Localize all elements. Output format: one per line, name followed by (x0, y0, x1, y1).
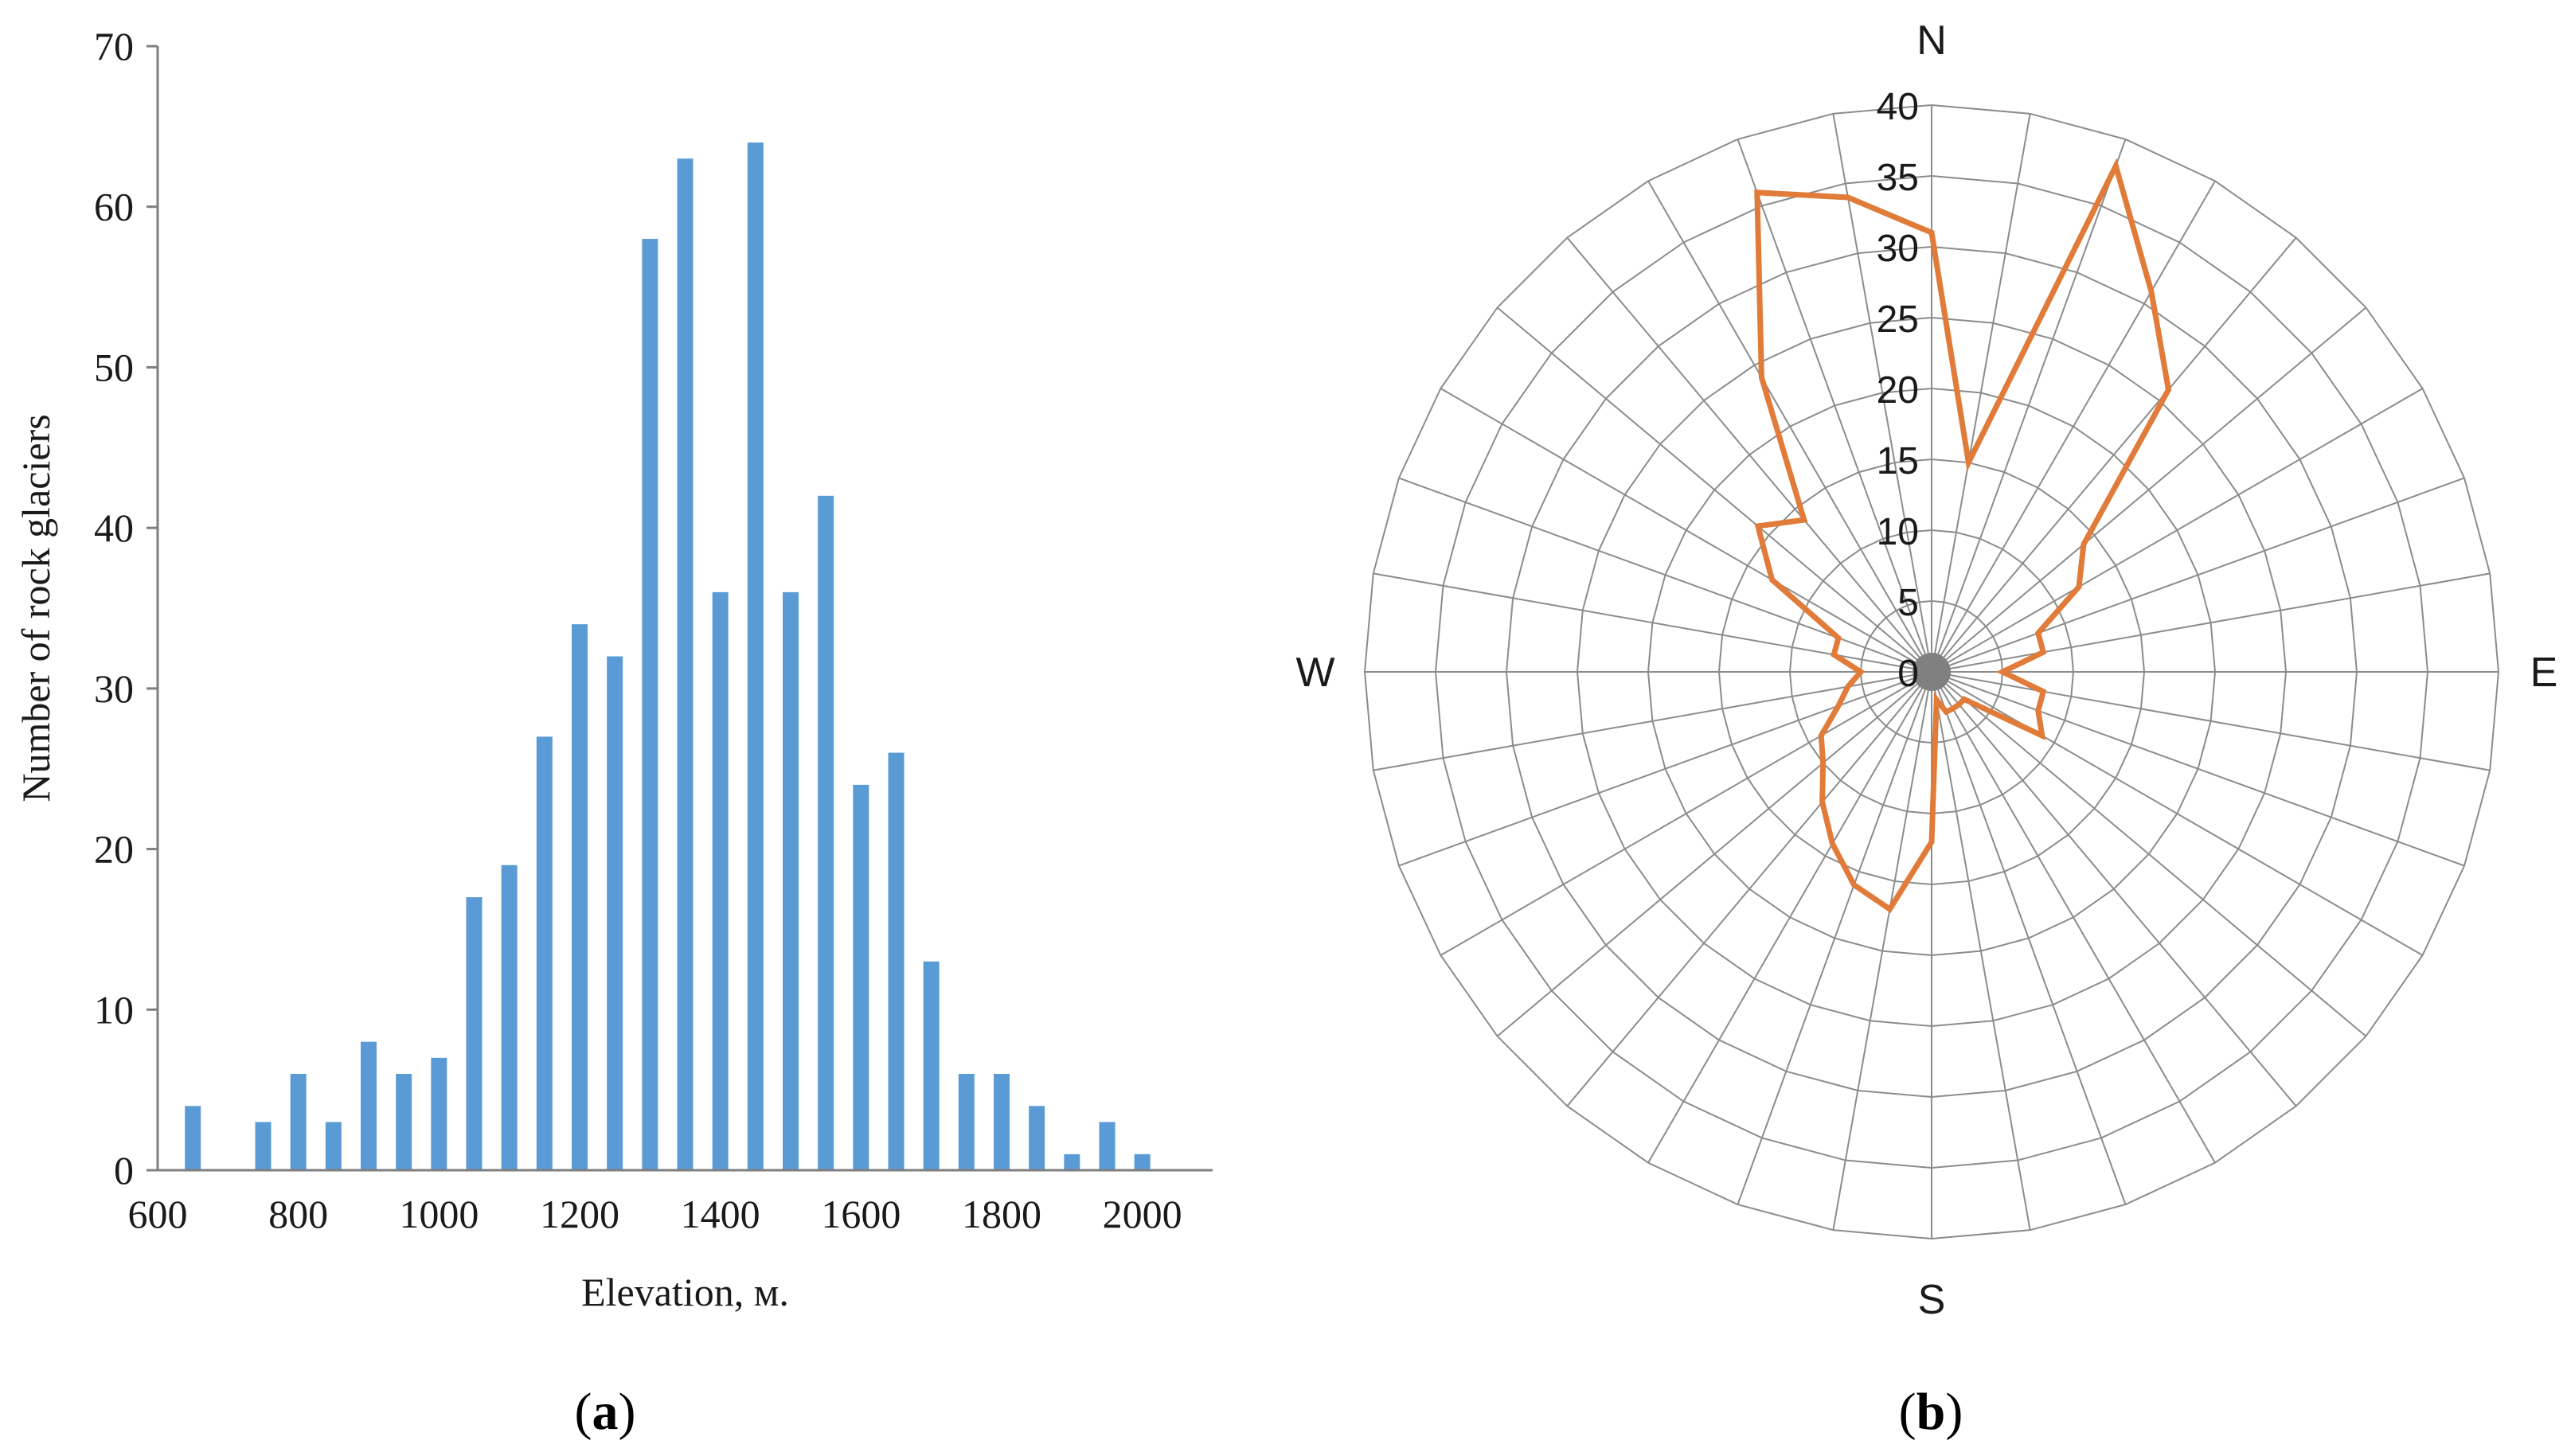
radial-tick-label: 20 (1877, 369, 1919, 412)
bar (747, 142, 764, 1170)
elevation-histogram: 0 10 20 30 40 50 60 70 600 800 1000 1200 1400 1600 18… (14, 24, 1213, 1314)
bar (1134, 1153, 1151, 1170)
x-tick-label: 800 (268, 1192, 328, 1236)
bar (712, 591, 729, 1170)
bar (572, 624, 588, 1170)
x-tick-label: 1400 (681, 1192, 760, 1236)
ring (1505, 245, 2358, 1099)
bar (325, 1122, 342, 1170)
direction-label-west: W (1295, 650, 1334, 696)
x-axis-title: Elevation, м. (581, 1270, 789, 1314)
bar (290, 1073, 307, 1170)
bar-series (185, 142, 1151, 1171)
bar (994, 1073, 1010, 1170)
bar (255, 1122, 272, 1170)
bar (431, 1057, 447, 1170)
panel-label-a: (a) (575, 1383, 636, 1441)
ring (1363, 103, 2500, 1240)
bar (888, 752, 905, 1170)
bar (536, 736, 553, 1170)
direction-label-east: E (2530, 650, 2558, 696)
y-tick-label: 50 (94, 345, 134, 389)
bar (677, 158, 694, 1171)
panel-letter-b: b (1916, 1383, 1946, 1441)
x-tick-label: 1600 (821, 1192, 901, 1236)
bar (361, 1041, 377, 1170)
bar (783, 591, 799, 1170)
x-tick-label: 1800 (962, 1192, 1041, 1236)
y-tick-label: 60 (94, 185, 134, 229)
bar (923, 961, 940, 1170)
y-tick-label: 10 (94, 987, 134, 1032)
radial-tick-label: 30 (1877, 228, 1919, 270)
radial-tick-label: 40 (1877, 86, 1919, 128)
aspect-series-line (1754, 158, 2172, 913)
bar (396, 1073, 412, 1170)
y-axis-ticks: 0 10 20 30 40 50 60 70 (94, 24, 158, 1193)
bar (466, 897, 483, 1170)
ring (1647, 387, 2217, 957)
y-tick-label: 0 (114, 1148, 134, 1193)
x-tick-label: 600 (128, 1192, 188, 1236)
radial-tick-labels: 0 5 10 15 20 25 30 35 40 (1877, 86, 1919, 695)
y-tick-label: 20 (94, 827, 134, 872)
x-tick-label: 2000 (1103, 1192, 1182, 1236)
bar (958, 1073, 975, 1170)
bar (501, 865, 518, 1170)
ring (1434, 174, 2429, 1169)
radial-tick-label: 15 (1877, 440, 1919, 482)
y-axis-title: Number of rock glaciers (14, 414, 58, 802)
radial-tick-label: 0 (1897, 653, 1919, 695)
panel-label-b: (b) (1899, 1383, 1963, 1441)
ring (1576, 316, 2288, 1028)
y-tick-label: 30 (94, 666, 134, 711)
bar (1099, 1122, 1115, 1170)
direction-label-south: S (1918, 1277, 1946, 1323)
radial-tick-label: 25 (1877, 299, 1919, 341)
bar (818, 495, 834, 1170)
center-hub (1913, 653, 1951, 691)
y-tick-label: 40 (94, 506, 134, 550)
ring (1717, 458, 2146, 886)
bar (1064, 1153, 1080, 1170)
aspect-rose-chart: 0 5 10 15 20 25 30 35 40 N E S W (1295, 18, 2557, 1323)
bar (853, 784, 869, 1170)
radial-tick-label: 10 (1877, 511, 1919, 553)
x-axis-ticks: 600 800 1000 1200 1400 1600 1800 2000 (128, 1192, 1182, 1236)
bar (607, 656, 623, 1170)
direction-label-north: N (1916, 18, 1947, 64)
panel-letter-a: a (592, 1383, 619, 1441)
bar (1029, 1106, 1045, 1170)
radial-tick-label: 5 (1897, 582, 1919, 624)
bar (642, 239, 658, 1170)
x-tick-label: 1000 (399, 1192, 479, 1236)
y-tick-label: 70 (94, 24, 134, 68)
bar (185, 1106, 201, 1170)
ring (1859, 599, 2004, 744)
x-tick-label: 1200 (540, 1192, 619, 1236)
radial-tick-label: 35 (1877, 157, 1919, 199)
